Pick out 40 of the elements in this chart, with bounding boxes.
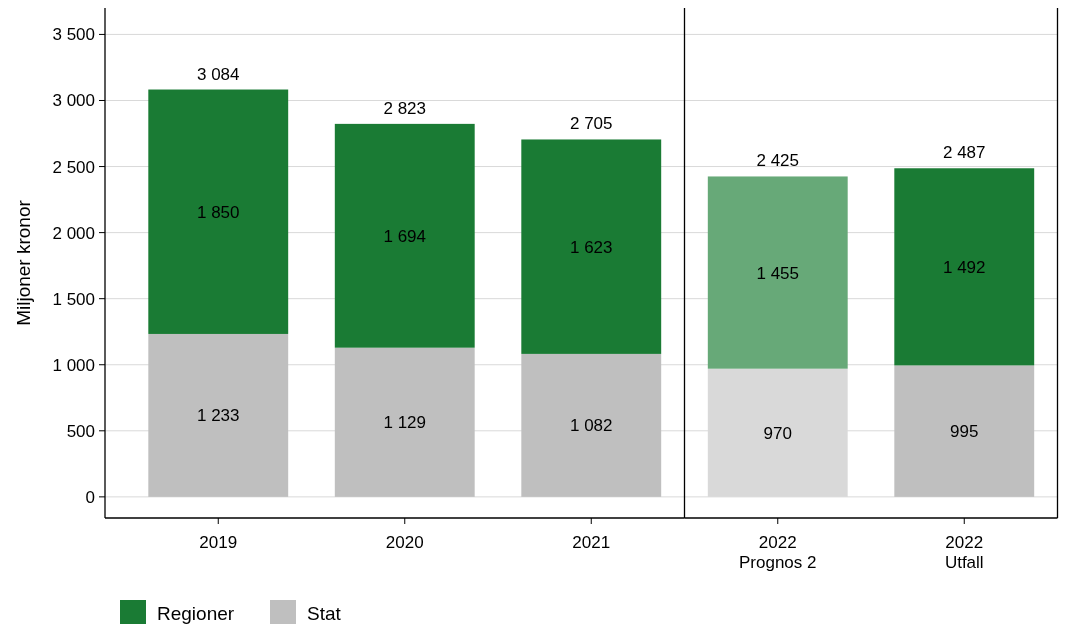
bar <box>148 333 289 497</box>
x-tick-label: 2022 Utfall <box>944 533 984 572</box>
bar <box>334 347 475 497</box>
y-tick-label: 1 500 <box>52 289 95 309</box>
bar <box>334 123 475 348</box>
x-tick-label: 2019 <box>199 533 238 552</box>
bar <box>894 168 1035 366</box>
data-label: 1 694 <box>383 226 427 246</box>
total-label: 2 487 <box>942 143 986 163</box>
data-label: 1 129 <box>383 413 427 433</box>
data-label: 1 623 <box>569 237 613 257</box>
y-tick-label: 1 000 <box>52 355 95 375</box>
bar <box>521 353 662 497</box>
bar <box>148 89 289 334</box>
total-label: 3 084 <box>196 64 240 84</box>
x-tick-label: 2021 <box>572 533 611 552</box>
y-tick-label: 2 000 <box>52 223 95 243</box>
legend-label: Regioner <box>157 603 235 624</box>
data-label: 1 082 <box>569 416 613 436</box>
data-label: 1 492 <box>942 257 986 277</box>
legend-label: Stat <box>307 603 342 624</box>
y-tick-label: 0 <box>85 487 95 507</box>
data-label: 970 <box>763 423 792 443</box>
x-tick-label: 2020 <box>385 533 424 552</box>
bar <box>521 139 662 354</box>
y-tick-label: 3 000 <box>52 91 95 111</box>
bar <box>894 365 1035 497</box>
x-tick-label: 2022 Prognos 2 <box>739 533 817 572</box>
data-label: 1 455 <box>756 263 800 283</box>
total-label: 2 705 <box>569 114 613 134</box>
y-tick-label: 500 <box>66 421 95 441</box>
total-label: 2 425 <box>756 151 800 171</box>
data-label: 1 233 <box>196 406 240 426</box>
y-tick-label: 2 500 <box>52 157 95 177</box>
data-label: 995 <box>950 422 979 442</box>
total-label: 2 823 <box>383 98 427 118</box>
bar <box>707 176 848 369</box>
y-axis-title: Miljoner kronor <box>13 199 34 326</box>
data-label: 1 850 <box>196 202 240 222</box>
y-tick-label: 3 500 <box>52 25 95 45</box>
